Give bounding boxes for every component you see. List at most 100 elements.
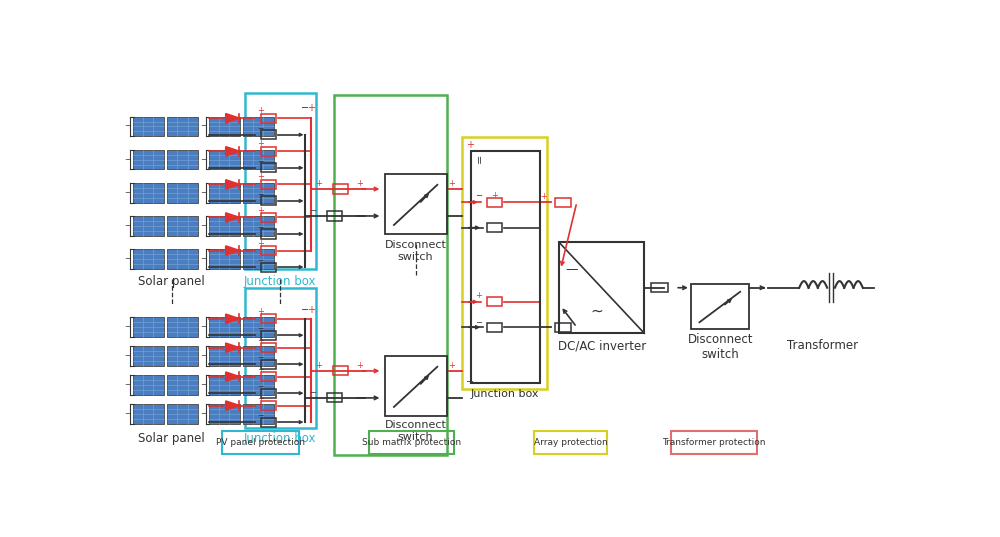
Text: Junction box: Junction box xyxy=(244,432,316,446)
Text: −: − xyxy=(257,157,263,166)
Bar xyxy=(471,151,540,383)
Text: +: + xyxy=(448,179,455,188)
Bar xyxy=(245,288,316,429)
Text: −: − xyxy=(301,304,309,315)
Text: ~: ~ xyxy=(590,304,603,319)
Text: −: − xyxy=(309,388,316,397)
Polygon shape xyxy=(226,314,239,323)
Text: Solar panel: Solar panel xyxy=(138,432,205,446)
Text: −: − xyxy=(257,382,263,391)
Text: −: − xyxy=(475,318,482,327)
Polygon shape xyxy=(226,180,239,189)
Bar xyxy=(133,249,164,268)
Bar xyxy=(133,150,164,170)
Text: DC/AC inverter: DC/AC inverter xyxy=(558,339,646,352)
Bar xyxy=(243,117,274,136)
Text: +: + xyxy=(540,192,547,201)
Text: +: + xyxy=(257,365,264,374)
Bar xyxy=(209,183,240,202)
Bar xyxy=(167,404,198,424)
Polygon shape xyxy=(226,114,239,123)
Text: =: = xyxy=(475,154,485,163)
Bar xyxy=(261,401,276,410)
Bar xyxy=(261,389,276,398)
Text: +: + xyxy=(257,206,264,215)
Text: −: − xyxy=(125,157,130,163)
Text: −: − xyxy=(125,190,130,195)
Polygon shape xyxy=(226,147,239,156)
Bar xyxy=(133,404,164,424)
Bar xyxy=(133,117,164,136)
Text: −: − xyxy=(200,353,206,359)
Bar xyxy=(243,404,274,424)
Bar xyxy=(209,150,240,170)
Text: +: + xyxy=(448,361,455,370)
Bar xyxy=(243,375,274,395)
Bar xyxy=(385,356,447,416)
Bar xyxy=(261,229,276,238)
Bar xyxy=(167,216,198,236)
Text: +: + xyxy=(257,172,264,182)
Text: +: + xyxy=(257,106,264,115)
Text: —: — xyxy=(565,263,578,276)
Bar xyxy=(209,216,240,236)
Text: +: + xyxy=(475,291,482,300)
Bar xyxy=(555,198,571,207)
Bar xyxy=(209,375,240,395)
Bar xyxy=(222,431,299,454)
Text: −: − xyxy=(257,190,263,199)
Bar xyxy=(333,366,348,375)
Text: −: − xyxy=(309,207,316,215)
Bar xyxy=(209,317,240,337)
Bar xyxy=(243,346,274,366)
Text: −: − xyxy=(257,256,263,265)
Text: +: + xyxy=(356,361,363,370)
Text: +: + xyxy=(307,103,315,113)
Bar xyxy=(555,323,571,332)
Text: +: + xyxy=(315,361,322,370)
Text: −: − xyxy=(125,382,130,388)
Text: Junction box: Junction box xyxy=(471,389,539,399)
Text: +: + xyxy=(466,140,474,150)
Bar xyxy=(133,317,164,337)
Text: +: + xyxy=(307,304,315,315)
Bar xyxy=(261,246,276,255)
Text: −: − xyxy=(125,256,130,262)
Bar xyxy=(261,114,276,123)
Bar xyxy=(671,431,757,454)
Text: −: − xyxy=(257,411,263,420)
Text: Disconnect
switch: Disconnect switch xyxy=(385,240,447,262)
Bar xyxy=(369,431,454,454)
Bar xyxy=(333,184,348,193)
Bar xyxy=(209,404,240,424)
Bar xyxy=(209,346,240,366)
Bar xyxy=(167,317,198,337)
Text: −: − xyxy=(200,157,206,163)
Text: −: − xyxy=(200,382,206,388)
Bar xyxy=(261,360,276,369)
Bar xyxy=(261,197,276,206)
Bar xyxy=(243,249,274,268)
Text: −: − xyxy=(257,223,263,232)
Text: +: + xyxy=(257,394,264,403)
Bar xyxy=(243,317,274,337)
Text: Transformer protection: Transformer protection xyxy=(662,438,766,447)
Text: −: − xyxy=(475,191,482,200)
Text: −: − xyxy=(200,256,206,262)
Bar xyxy=(261,213,276,222)
Bar xyxy=(326,212,342,221)
Bar xyxy=(534,431,607,454)
Bar xyxy=(167,375,198,395)
Text: −: − xyxy=(125,353,130,359)
Bar xyxy=(487,323,502,332)
Text: Sub matrix protection: Sub matrix protection xyxy=(362,438,461,447)
Bar xyxy=(559,242,644,333)
Bar xyxy=(261,180,276,189)
Bar xyxy=(261,163,276,172)
Bar xyxy=(243,183,274,202)
Bar xyxy=(487,297,502,306)
Bar xyxy=(261,343,276,352)
Text: +: + xyxy=(491,191,498,200)
Text: −: − xyxy=(301,103,309,113)
Text: Transformer: Transformer xyxy=(787,339,858,352)
